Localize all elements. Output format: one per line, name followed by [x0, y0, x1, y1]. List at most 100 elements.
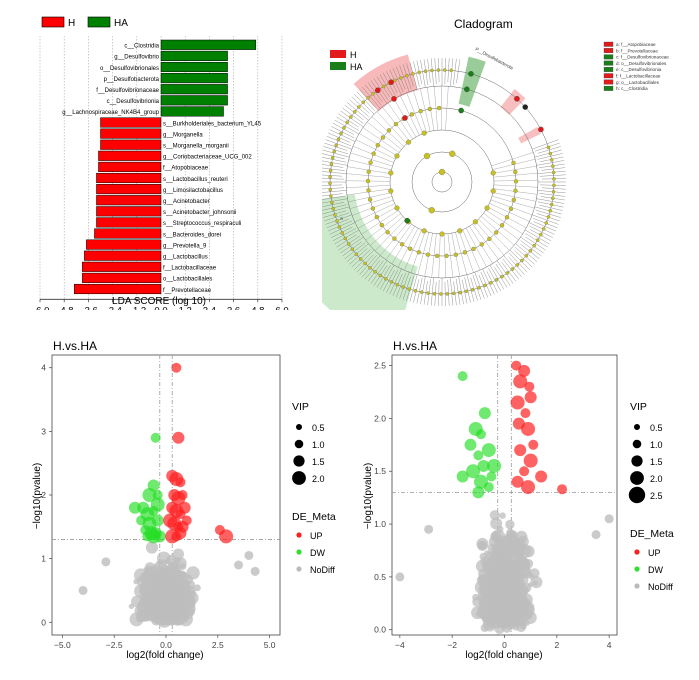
cladogram-branch: [404, 229, 422, 271]
cladogram-node: [548, 151, 553, 156]
cladogram-branch: [409, 62, 418, 90]
cladogram-node: [384, 277, 388, 281]
cladogram-node: [420, 290, 424, 294]
lda-bars: c__Clostridia g__Desulfovibrio o__Desulfov…: [62, 39, 262, 295]
volcano2-y-axis-label: −log10(pvalue): [363, 463, 374, 529]
cladogram-node: [389, 280, 394, 284]
cladogram-branch: [539, 193, 566, 197]
v2-point-dw: [472, 486, 485, 499]
cladogram-ring: [389, 129, 495, 235]
cladogram-branch: [329, 129, 356, 142]
lda-bar: [98, 150, 162, 161]
lda-bar-label: s__Streptococcus_respiraculi: [163, 221, 241, 227]
lda-bar: [160, 61, 228, 73]
cladogram-branch: [364, 260, 381, 280]
v2-point-up: [523, 453, 538, 468]
v2-point-nodiff: [516, 608, 523, 615]
cladogram-branch: [481, 216, 515, 246]
v2-point-nodiff: [424, 524, 434, 534]
v1-point-up: [175, 477, 186, 488]
v1-legend-de-title: DE_Meta: [292, 511, 336, 523]
cladogram-node: [367, 197, 373, 202]
cladogram-branch: [453, 58, 457, 85]
cladogram-node: [370, 206, 376, 211]
v2-point-up: [521, 480, 536, 495]
cladogram-branch: [529, 225, 553, 238]
cladogram-sector-label: a: [340, 216, 343, 222]
cladogram-node: [394, 205, 400, 211]
cladogram-branch: [338, 113, 359, 128]
v1-point-nodiff: [158, 606, 168, 617]
lda-bar-label: s__Burkholderiales_bacterium_YL45: [163, 121, 262, 127]
lda-bar: [160, 84, 228, 95]
v2-y-tick-label: 1.0: [374, 519, 386, 529]
cladogram-branch: [509, 253, 528, 273]
cladogram-node: [423, 152, 431, 160]
cladogram-node: [548, 209, 552, 213]
v1-point-dw: [150, 497, 165, 512]
cladogram-sector-h-small2: [518, 127, 541, 144]
cladogram-node: [393, 78, 397, 83]
v2-point-nodiff: [505, 620, 516, 631]
cladogram-node: [551, 164, 555, 168]
cladogram-node: [439, 231, 445, 237]
cladogram-branch: [373, 78, 389, 101]
v1-y-tick-label: 0: [41, 617, 46, 627]
cladogram-node: [388, 188, 394, 194]
v1-point-nodiff: [143, 566, 150, 573]
cladogram-highlight-node: [404, 217, 410, 224]
cladogram-highlight-node: [464, 86, 470, 93]
v2-legend-vip-dot: [630, 471, 644, 485]
volcano2-points: [395, 360, 614, 634]
v2-point-nodiff: [520, 593, 533, 606]
cladogram-branch: [456, 59, 461, 84]
lda-x-tick-label: 2.4: [203, 305, 216, 310]
lda-bar-label: g__Limosilactobacillus: [163, 188, 223, 194]
cladogram-branch: [438, 233, 441, 278]
cladogram-key-label: h: c__Clostridia: [616, 86, 648, 91]
volcano1-title: H.vs.HA: [53, 339, 97, 353]
cladogram-branch: [322, 178, 345, 180]
v1-point-nodiff: [161, 559, 168, 566]
v1-point-up: [177, 490, 188, 500]
cladogram-node: [399, 76, 403, 80]
lda-x-tick-label: 4.8: [251, 305, 264, 310]
cladogram-branch: [537, 153, 563, 160]
cladogram-node: [464, 289, 469, 294]
cladogram-highlight-node: [402, 115, 408, 121]
cladogram-branch: [482, 268, 495, 295]
cladogram-node: [520, 258, 524, 263]
volcano2-axes: −4 −2 0 2 4 0.0 0.5 1.0 1.5 2.0 2.5: [374, 361, 612, 650]
v2-y-tick-label: 1.5: [374, 466, 386, 476]
lda-bar: [84, 250, 162, 261]
v1-x-tick-label: 0.0: [160, 640, 172, 650]
v2-point-up: [510, 395, 525, 410]
v2-point-dw: [473, 450, 484, 461]
cladogram-branch: [536, 198, 565, 204]
cladogram-branch: [348, 192, 392, 203]
v2-point-nodiff: [478, 573, 486, 581]
v2-point-nodiff: [501, 599, 510, 608]
lda-bar: [94, 228, 162, 239]
cladogram-branch: [362, 127, 400, 153]
cladogram-node: [425, 252, 431, 257]
v1-point-up: [163, 513, 178, 528]
v2-point-nodiff: [490, 575, 502, 588]
cladogram-node: [453, 252, 458, 257]
cladogram-branch: [496, 260, 514, 284]
cladogram-branch: [346, 102, 369, 121]
cladogram-branch: [472, 274, 482, 300]
cladogram-node: [386, 128, 392, 133]
cladogram-branch: [362, 86, 381, 109]
volcano1-points: [78, 362, 260, 628]
lda-bar: [98, 161, 162, 172]
v1-legend-vip-label: 1.5: [312, 457, 325, 467]
cladogram-node: [472, 219, 478, 225]
cladogram-node: [524, 254, 529, 258]
v1-point-nodiff: [175, 579, 185, 589]
cladogram-node: [483, 283, 487, 288]
cladogram-branch: [515, 243, 538, 262]
cladogram-branch: [367, 82, 383, 102]
